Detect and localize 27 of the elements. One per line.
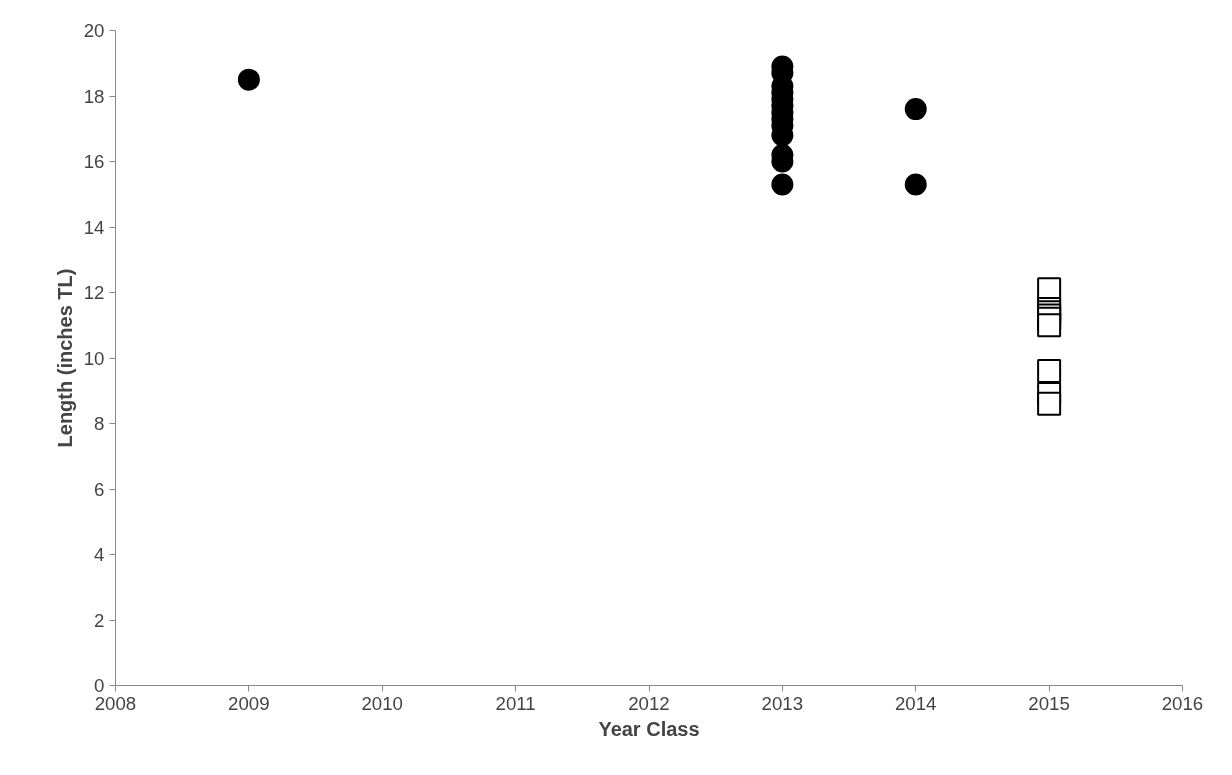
x-tick-label: 2012 xyxy=(628,692,670,714)
x-tick-label: 2013 xyxy=(761,692,804,714)
y-tick-label: 6 xyxy=(94,478,105,500)
y-tick-label: 12 xyxy=(83,282,105,303)
point xyxy=(771,173,794,196)
point xyxy=(1037,313,1062,338)
x-tick-label: 2016 xyxy=(1161,692,1204,714)
x-tick-label: 2014 xyxy=(895,692,937,714)
y-tick-label: 16 xyxy=(83,151,105,172)
y-tick-label: 4 xyxy=(94,544,105,565)
y-tick-label: 2 xyxy=(94,609,105,631)
x-tick-label: 2010 xyxy=(361,692,404,714)
y-tick-label: 18 xyxy=(83,85,105,107)
y-tick-label: 8 xyxy=(94,413,105,434)
point xyxy=(904,173,927,196)
x-tick-label: 2011 xyxy=(495,692,536,714)
y-axis-title: Length (inches TL) xyxy=(53,268,76,448)
y-tick-label: 10 xyxy=(83,347,105,369)
point xyxy=(904,98,927,121)
point xyxy=(237,68,260,91)
x-tick-label: 2015 xyxy=(1028,692,1070,714)
x-tick-label: 2009 xyxy=(228,692,270,714)
point xyxy=(1037,391,1062,416)
y-tick-label: 14 xyxy=(83,216,105,238)
point xyxy=(1037,359,1062,384)
x-axis-title: Year Class xyxy=(598,717,700,740)
y-tick-label: 20 xyxy=(83,20,105,41)
